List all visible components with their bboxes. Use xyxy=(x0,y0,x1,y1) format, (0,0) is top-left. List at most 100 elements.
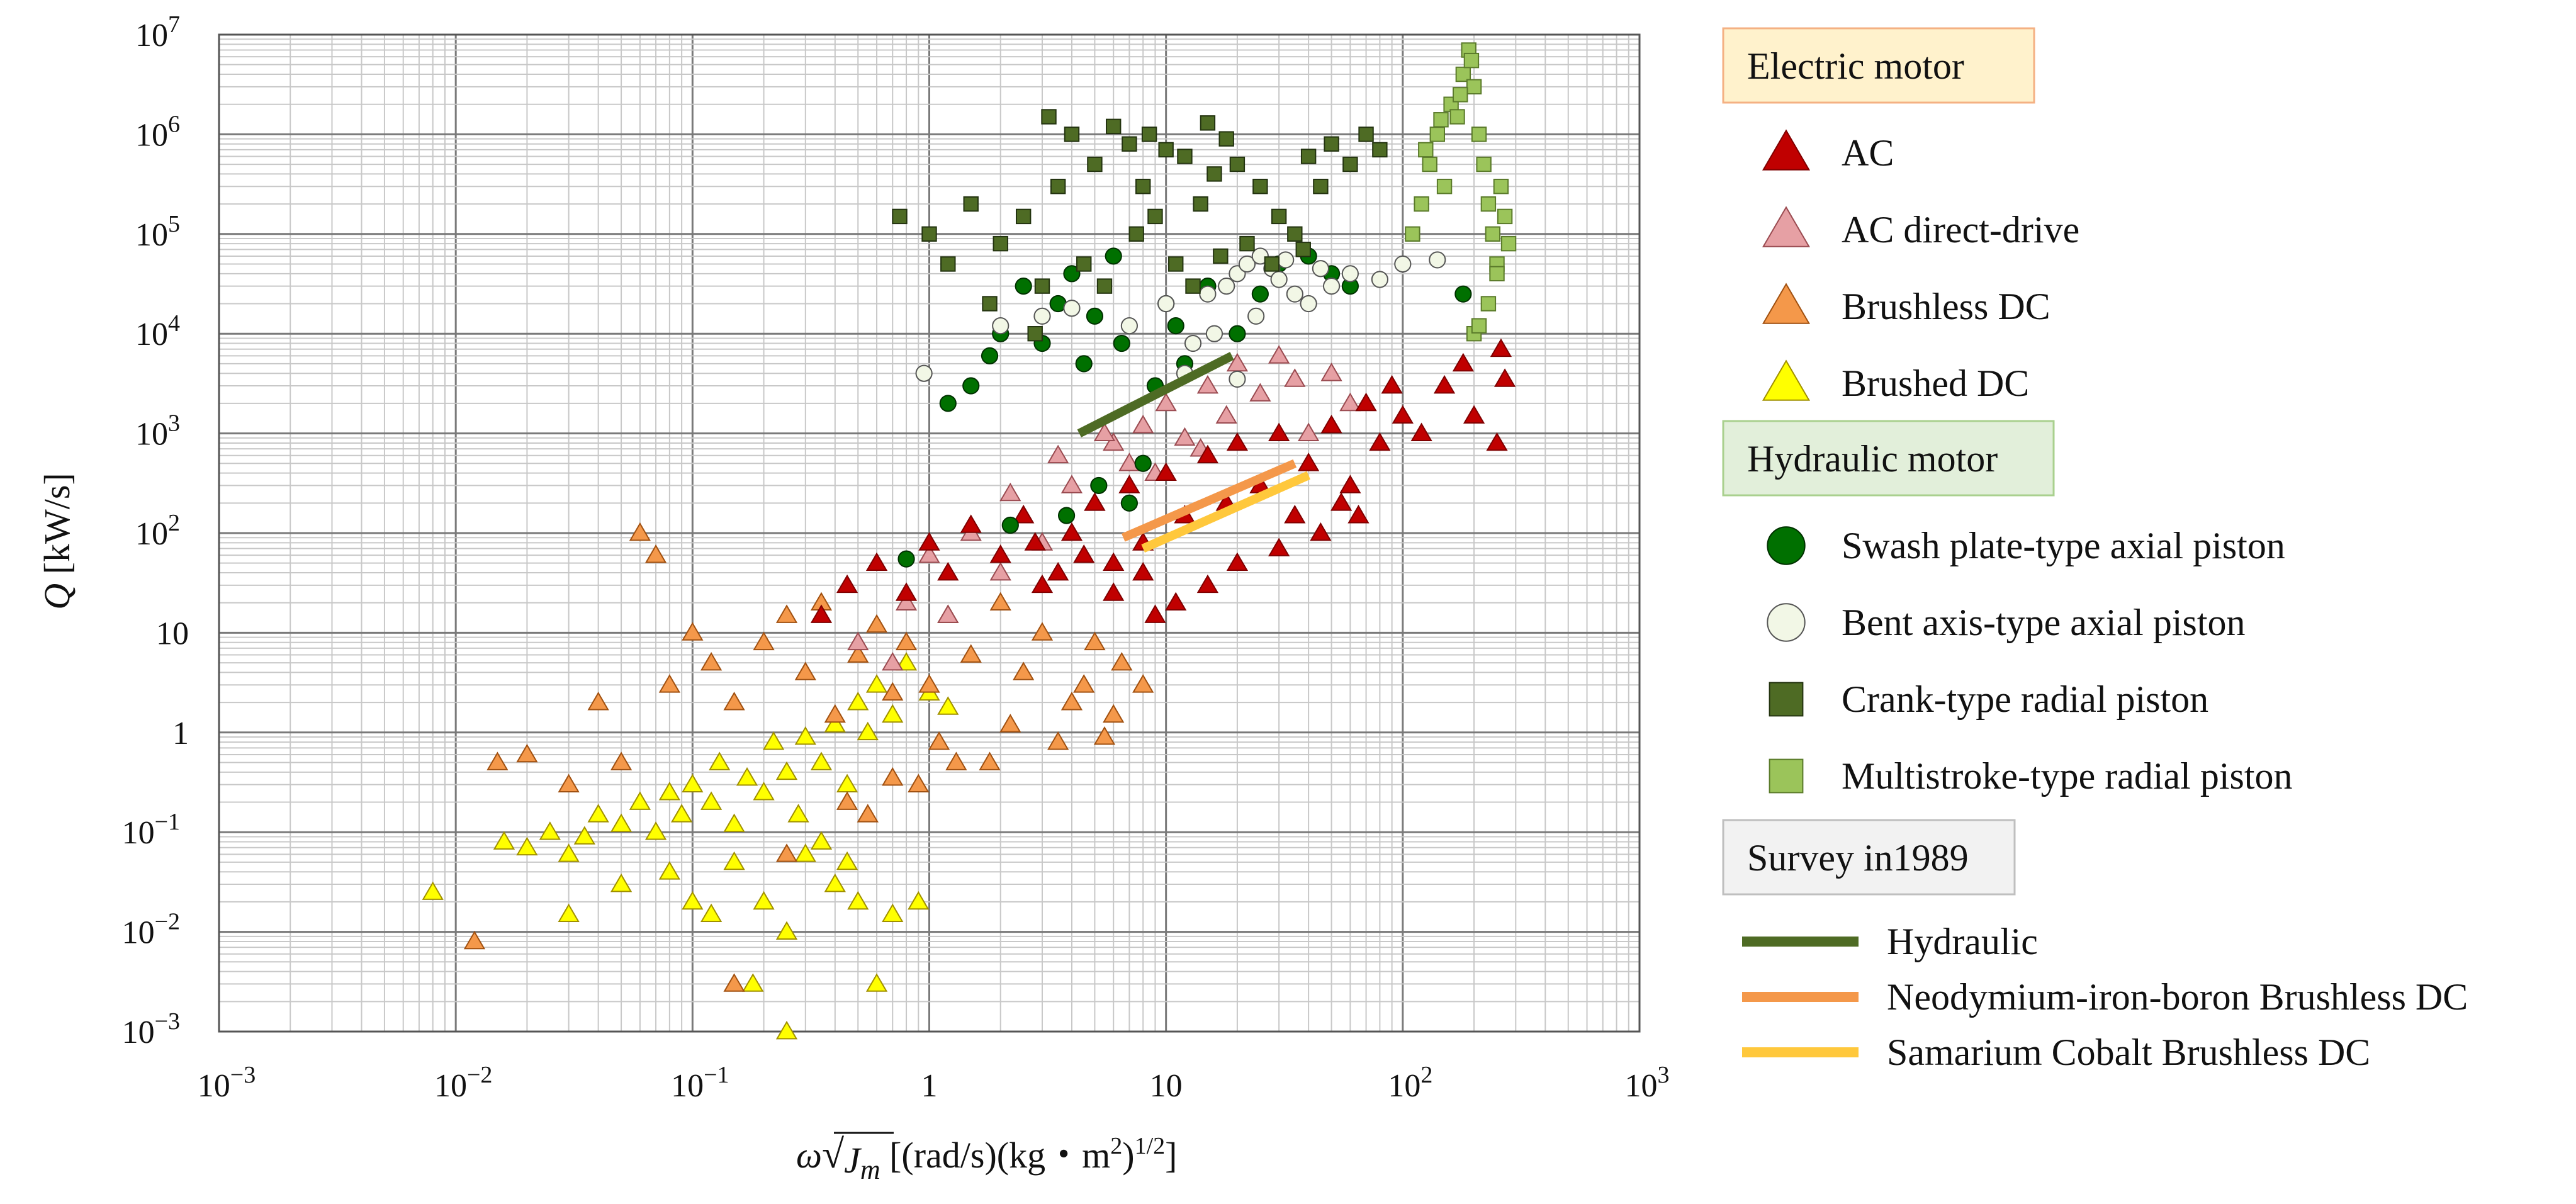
ac-direct-drive-point xyxy=(895,592,918,611)
multistroke-type-radial-piston-point xyxy=(1414,196,1429,212)
multistroke-type-radial-piston-point xyxy=(1497,208,1513,225)
ac-point xyxy=(1226,552,1249,571)
legend-bent-axis-type-axial-piston-swatch xyxy=(1767,603,1806,642)
legend-group-title: Electric motor xyxy=(1747,45,1964,87)
x-tick-label: 1 xyxy=(921,1068,938,1104)
legend-group-title: Survey in1989 xyxy=(1747,837,1969,879)
multistroke-type-radial-piston-point xyxy=(1476,156,1492,172)
ac-point xyxy=(1381,374,1403,394)
swash-plate-type-axial-piston-point xyxy=(1075,355,1093,373)
crank-type-radial-piston-point xyxy=(1287,226,1303,242)
brushed-dc-point xyxy=(775,921,798,940)
swash-plate-type-axial-piston-point xyxy=(939,395,957,412)
x-tick-label: 10−2 xyxy=(434,1062,492,1104)
brushed-dc-point xyxy=(787,804,809,823)
legend-bent-axis-type-axial-piston-label: Bent axis-type axial piston xyxy=(1842,602,2246,643)
swash-plate-type-axial-piston-point xyxy=(1063,265,1081,283)
bent-axis-type-axial-piston-point xyxy=(1286,285,1303,303)
multistroke-type-radial-piston-point xyxy=(1436,179,1453,194)
ac-direct-drive-point xyxy=(918,544,940,563)
brushless-dc-point xyxy=(1031,622,1054,641)
brushless-dc-point xyxy=(516,743,538,763)
brushless-dc-point xyxy=(857,804,879,823)
legend-group-header xyxy=(1722,819,2016,896)
crank-type-radial-piston-point xyxy=(1122,136,1137,152)
samarium-cobalt-brushless-dc-survey-line xyxy=(1141,471,1310,553)
multistroke-type-radial-piston-point xyxy=(1466,79,1482,95)
brushless-dc-point xyxy=(847,644,869,663)
crank-type-radial-piston-point xyxy=(1027,326,1043,342)
ac-point xyxy=(989,544,1011,563)
swash-plate-type-axial-piston-point xyxy=(1229,325,1246,342)
y-tick-label: 10 xyxy=(156,616,189,651)
multistroke-type-radial-piston-point xyxy=(1471,127,1487,142)
ac-point xyxy=(1347,504,1370,524)
multistroke-type-radial-piston-point xyxy=(1453,87,1468,103)
brushless-dc-point xyxy=(1103,704,1125,723)
brushless-dc-point xyxy=(587,692,609,711)
brushed-dc-point xyxy=(736,767,758,786)
legend-ac-label: AC xyxy=(1842,132,1894,174)
brushed-dc-point xyxy=(658,861,681,880)
crank-type-radial-piston-point xyxy=(1200,115,1216,131)
ac-direct-drive-point xyxy=(1268,345,1290,364)
x-tick-label: 103 xyxy=(1625,1062,1670,1104)
swash-plate-type-axial-piston-point xyxy=(1251,285,1269,303)
legend-swash-plate-type-axial-piston-swatch xyxy=(1767,526,1806,565)
brushed-dc-point xyxy=(587,804,609,823)
y-tick-label: 106 xyxy=(135,111,180,153)
brushed-dc-point xyxy=(824,714,846,733)
ac-point xyxy=(918,532,940,551)
swash-plate-type-axial-piston-point xyxy=(1167,317,1184,335)
bent-axis-type-axial-piston-point xyxy=(1247,307,1265,325)
brushed-dc-point xyxy=(810,831,833,850)
ac-point xyxy=(937,561,959,581)
ac-point xyxy=(1118,475,1140,493)
brushed-dc-point xyxy=(516,836,538,856)
multistroke-type-radial-piston-point xyxy=(1463,52,1480,69)
swash-plate-type-axial-piston-point xyxy=(897,550,915,568)
ac-point xyxy=(1196,444,1219,464)
bent-axis-type-axial-piston-point xyxy=(1063,300,1081,317)
brushed-dc-point xyxy=(682,891,704,910)
brushless-dc-point xyxy=(753,631,775,651)
crank-type-radial-piston-point xyxy=(1358,127,1374,142)
ac-point xyxy=(1084,492,1106,511)
bent-axis-type-axial-piston-point xyxy=(1033,307,1051,325)
brushless-dc-point xyxy=(1060,692,1083,711)
brushed-dc-point xyxy=(422,881,444,900)
bent-axis-type-axial-piston-point xyxy=(1199,285,1217,303)
crank-type-radial-piston-point xyxy=(892,208,908,225)
brushless-dc-point xyxy=(775,604,798,623)
brushed-dc-point xyxy=(610,873,633,892)
brushed-dc-point xyxy=(709,751,731,770)
legend-ac-direct-drive-swatch xyxy=(1762,206,1811,247)
ac-direct-drive-point xyxy=(1339,392,1361,412)
y-tick-label: 103 xyxy=(135,410,180,453)
swash-plate-type-axial-piston-point xyxy=(1105,247,1122,265)
ac-direct-drive-point xyxy=(1155,392,1177,412)
brushless-dc-point xyxy=(794,661,816,680)
legend-hydraulic-label: Hydraulic xyxy=(1887,921,2038,962)
ac-point xyxy=(1024,532,1046,551)
y-tick-label: 102 xyxy=(135,510,180,552)
multistroke-type-radial-piston-point xyxy=(1500,235,1517,252)
ac-direct-drive-point xyxy=(1118,453,1140,471)
bent-axis-type-axial-piston-point xyxy=(1238,255,1256,273)
ac-direct-drive-point xyxy=(1103,432,1125,451)
ac-point xyxy=(1310,522,1332,541)
crank-type-radial-piston-point xyxy=(1041,109,1057,125)
brushless-dc-point xyxy=(775,843,798,862)
swash-plate-type-axial-piston-point xyxy=(1113,334,1130,352)
y-axis-title: Q [kW/s] xyxy=(37,473,77,609)
ac-point xyxy=(1433,374,1456,394)
legend-brushless-dc-label: Brushless DC xyxy=(1842,286,2050,327)
brushed-dc-point xyxy=(882,903,904,923)
ac-point xyxy=(1013,504,1035,524)
hydraulic-survey-line xyxy=(1077,352,1234,437)
brushed-dc-point xyxy=(610,813,633,832)
legend-brushed-dc-swatch xyxy=(1762,359,1811,401)
brushless-dc-point xyxy=(824,704,846,723)
crank-type-radial-piston-point xyxy=(1168,256,1184,272)
brushless-dc-point xyxy=(836,791,858,810)
